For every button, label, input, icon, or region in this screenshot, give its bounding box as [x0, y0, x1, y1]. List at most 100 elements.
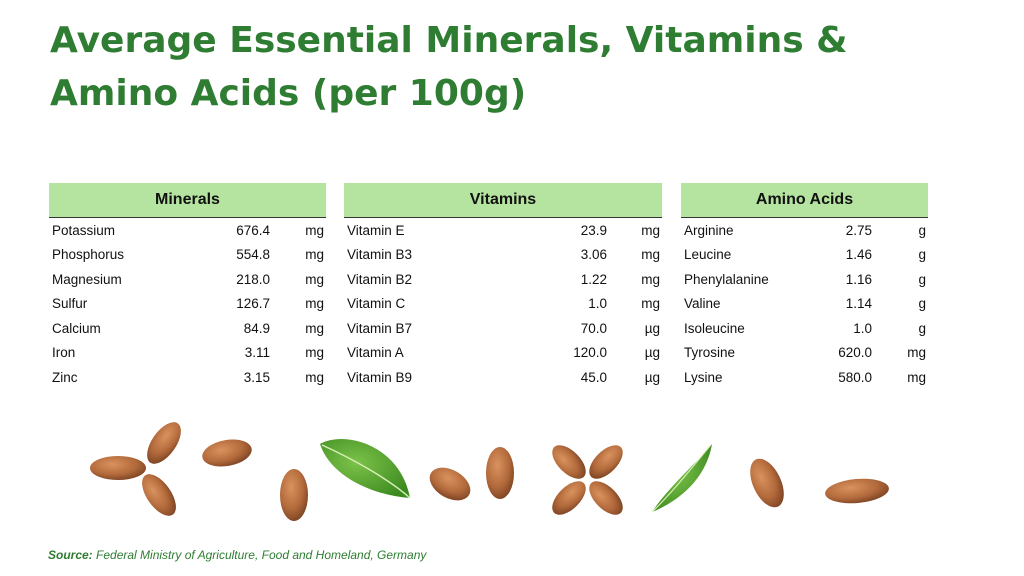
nutrient-name: Vitamin B9	[347, 369, 413, 385]
table-row: Iron 3.11 mg	[49, 341, 326, 366]
nutrient-value: 1.0	[853, 320, 872, 336]
nutrient-value: 620.0	[838, 345, 872, 361]
nutrient-unit: mg	[641, 247, 660, 263]
almond-icon	[147, 422, 181, 464]
nutrient-value: 3.11	[244, 345, 270, 361]
nutrient-name: Isoleucine	[684, 320, 745, 336]
nutrient-unit: mg	[305, 369, 324, 385]
nutrient-unit: µg	[644, 369, 660, 385]
table-row: Vitamin B2 1.22 mg	[344, 267, 662, 292]
nutrient-value: 84.9	[243, 320, 270, 336]
nutrient-unit: mg	[305, 222, 324, 238]
source-note: Source: Federal Ministry of Agriculture,…	[48, 548, 426, 562]
nutrient-value: 3.15	[243, 369, 270, 385]
nutrient-value: 1.16	[845, 271, 872, 287]
nutrient-value: 3.06	[580, 247, 607, 263]
nutrient-name: Potassium	[52, 222, 116, 238]
nutrient-name: Vitamin E	[347, 222, 405, 238]
almond-decoration	[90, 422, 889, 521]
table-row: Zinc 3.15 mg	[49, 365, 326, 390]
nutrient-name: Arginine	[684, 222, 734, 238]
nutrient-name: Vitamin A	[347, 345, 404, 361]
nutrient-unit: mg	[907, 345, 926, 361]
nutrient-value: 676.4	[236, 222, 270, 238]
table-row: Vitamin B3 3.06 mg	[344, 243, 662, 268]
leaf-icon	[320, 439, 411, 499]
nutrient-name: Valine	[684, 296, 721, 312]
amino-acids-table: Amino Acids Arginine 2.75 g Leucine 1.46 g Phe…	[681, 183, 928, 390]
nutrient-value: 2.75	[845, 222, 872, 238]
table-row: Magnesium 218.0 mg	[49, 267, 326, 292]
almond-icon	[142, 474, 176, 516]
table-row: Vitamin A 120.0 µg	[344, 341, 662, 366]
table-row: Tyrosine 620.0 mg	[681, 341, 928, 366]
nutrient-value: 1.14	[845, 296, 872, 312]
nutrient-name: Iron	[52, 345, 76, 361]
almond-icon	[429, 467, 471, 501]
nutrient-unit: g	[918, 320, 926, 336]
nutrient-value: 1.22	[580, 271, 607, 287]
almond-icon	[280, 469, 308, 521]
nutrient-value: 126.7	[236, 296, 270, 312]
nutrient-value: 1.46	[845, 247, 872, 263]
table-row: Leucine 1.46 g	[681, 243, 928, 268]
nutrient-name: Magnesium	[52, 271, 122, 287]
nutrient-unit: g	[918, 296, 926, 312]
almond-icon	[202, 439, 252, 467]
almond-icon	[552, 445, 586, 479]
leaf-icon	[651, 444, 712, 513]
nutrient-name: Sulfur	[52, 296, 88, 312]
vitamins-table: Vitamins Vitamin E 23.9 mg Vitamin B3 3.06 mg…	[344, 183, 662, 390]
nutrient-name: Calcium	[52, 320, 101, 336]
nutrient-name: Zinc	[52, 369, 78, 385]
almond-icon	[552, 481, 586, 515]
nutrient-unit: mg	[305, 247, 324, 263]
almond-icon	[589, 445, 623, 479]
nutrient-unit: g	[918, 247, 926, 263]
nutrient-unit: mg	[305, 345, 324, 361]
table-row: Arginine 2.75 g	[681, 218, 928, 243]
nutrient-name: Tyrosine	[684, 345, 736, 361]
nutrient-unit: g	[918, 271, 926, 287]
nutrient-value: 120.0	[573, 345, 607, 361]
nutrient-name: Phenylalanine	[684, 271, 769, 287]
almond-icon	[750, 458, 784, 508]
table-row: Calcium 84.9 mg	[49, 316, 326, 341]
nutrient-value: 580.0	[838, 369, 872, 385]
nutrient-unit: µg	[644, 320, 660, 336]
table-row: Sulfur 126.7 mg	[49, 292, 326, 317]
nutrient-unit: g	[918, 222, 926, 238]
nutrient-value: 554.8	[236, 247, 270, 263]
minerals-table: Minerals Potassium 676.4 mg Phosphorus 554.8…	[49, 183, 326, 390]
table-row: Potassium 676.4 mg	[49, 218, 326, 243]
table-row: Vitamin E 23.9 mg	[344, 218, 662, 243]
nutrient-unit: µg	[644, 345, 660, 361]
amino-acids-header: Amino Acids	[681, 183, 928, 218]
nutrient-value: 1.0	[588, 296, 607, 312]
table-row: Phenylalanine 1.16 g	[681, 267, 928, 292]
nutrient-name: Vitamin B3	[347, 247, 413, 263]
source-text: Federal Ministry of Agriculture, Food an…	[96, 548, 427, 562]
table-row: Phosphorus 554.8 mg	[49, 243, 326, 268]
almond-icon	[90, 456, 146, 480]
almond-icon	[589, 481, 623, 515]
vitamins-header: Vitamins	[344, 183, 662, 218]
table-row: Vitamin B9 45.0 µg	[344, 365, 662, 390]
nutrient-unit: mg	[305, 296, 324, 312]
table-row: Vitamin B7 70.0 µg	[344, 316, 662, 341]
source-label: Source:	[48, 548, 93, 562]
nutrient-name: Vitamin C	[347, 296, 406, 312]
nutrient-value: 45.0	[580, 369, 607, 385]
nutrient-name: Leucine	[684, 247, 732, 263]
table-row: Lysine 580.0 mg	[681, 365, 928, 390]
nutrient-name: Phosphorus	[52, 247, 125, 263]
nutrient-name: Vitamin B2	[347, 271, 413, 287]
almond-icon	[486, 447, 514, 499]
nutrient-name: Vitamin B7	[347, 320, 413, 336]
minerals-header: Minerals	[49, 183, 326, 218]
nutrient-unit: mg	[641, 296, 660, 312]
nutrient-value: 70.0	[580, 320, 607, 336]
nutrient-name: Lysine	[684, 369, 723, 385]
almond-icon	[825, 478, 889, 504]
table-row: Vitamin C 1.0 mg	[344, 292, 662, 317]
